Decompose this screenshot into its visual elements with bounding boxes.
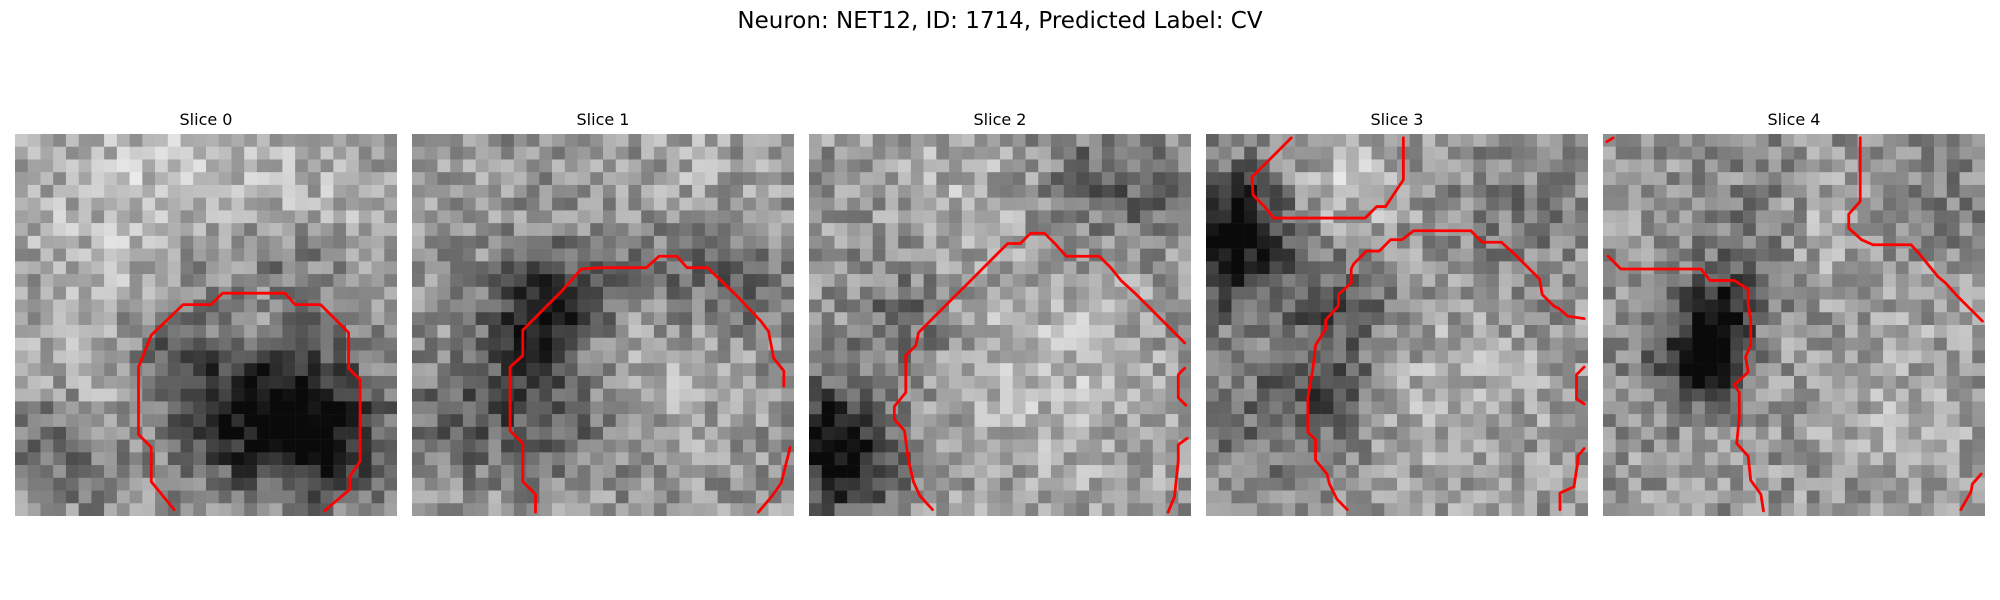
segmentation-contour [1250,136,1586,512]
slice-image-3 [1206,134,1588,516]
slice-image-1 [412,134,794,516]
em-image-pixels [15,134,397,516]
slice-title: Slice 3 [1370,110,1424,129]
slice-panel-3: Slice 3 [1206,108,1588,516]
slice-title: Slice 0 [179,110,233,129]
slice-panel-2: Slice 2 [809,108,1191,516]
segmentation-contour [508,254,792,514]
slice-title: Slice 1 [576,110,630,129]
em-image-pixels [412,134,794,516]
slice-panel-4: Slice 4 [1603,108,1985,516]
segmentation-contour [892,231,1189,514]
figure-title: Neuron: NET12, ID: 1714, Predicted Label… [737,8,1263,34]
slice-panel-0: Slice 0 [15,108,397,516]
slice-panel-1: Slice 1 [412,108,794,516]
slice-image-2 [809,134,1191,516]
slice-image-4 [1603,134,1985,516]
em-image-pixels [1603,134,1985,516]
slice-title: Slice 4 [1767,110,1821,129]
slice-title: Slice 2 [973,110,1027,129]
slice-image-0 [15,134,397,516]
segmentation-contour [1605,136,1984,513]
segmentation-contour [137,291,362,513]
em-image-pixels [809,134,1191,516]
